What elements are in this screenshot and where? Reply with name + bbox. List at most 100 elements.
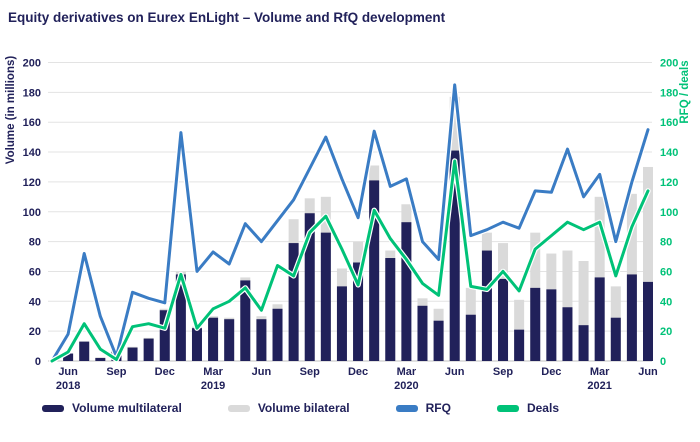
bar-multilateral [594,277,605,361]
svg-text:40: 40 [660,296,672,308]
bar-multilateral [562,307,573,361]
svg-text:Mar: Mar [397,366,417,378]
bar-multilateral [256,319,267,361]
legend-swatch-bilateral [227,404,250,412]
svg-text:Jun: Jun [445,366,465,378]
bar-multilateral [530,287,541,361]
svg-text:Jun: Jun [638,366,658,378]
svg-text:200: 200 [660,58,678,70]
svg-text:120: 120 [23,177,41,189]
svg-text:Jun: Jun [58,366,78,378]
rfq-line-casing [49,82,651,364]
bar-multilateral [417,305,428,361]
svg-text:140: 140 [23,147,41,159]
y2-axis-title: RFQ / deals [679,60,691,123]
legend-swatch-rfq [395,404,418,412]
bar-multilateral [304,213,315,361]
legend-item-rfq: RFQ [395,401,451,415]
legend-label: Volume bilateral [257,401,350,415]
bar-multilateral [643,281,653,361]
svg-text:140: 140 [660,147,678,159]
bar-multilateral [449,150,460,361]
bar-multilateral [272,308,283,361]
svg-text:Sep: Sep [106,366,126,378]
svg-text:60: 60 [660,266,672,278]
svg-text:20: 20 [29,326,41,338]
legend-item-volume-bilateral: Volume bilateral [227,401,350,415]
bar-bilateral [578,261,589,361]
legend-label: Volume multilateral [72,401,182,415]
deals-line [50,159,650,363]
legend-label: Deals [526,401,559,415]
bar-multilateral [63,353,74,361]
bar-multilateral [610,317,621,361]
legend-swatch-multilateral [42,404,64,412]
bar-multilateral [498,278,509,361]
bar-multilateral [433,320,444,361]
bar-multilateral [320,232,331,361]
bar-multilateral [191,328,202,361]
bar-multilateral [127,347,138,361]
bar-multilateral [240,280,251,361]
bar-bilateral [562,250,573,361]
svg-text:Dec: Dec [155,366,175,378]
bar-multilateral [401,222,412,361]
svg-text:80: 80 [29,237,41,249]
x-axis-labels: Jun 2018 Sep Dec Mar 2019 Jun Sep Dec Mar 2020 Jun S… [56,366,658,392]
svg-text:2020: 2020 [394,380,418,392]
svg-text:80: 80 [660,237,672,249]
svg-text:Mar: Mar [590,366,610,378]
svg-text:2018: 2018 [56,380,80,392]
svg-text:40: 40 [29,296,41,308]
legend-item-deals: Deals [496,401,559,415]
bar-multilateral [224,319,235,361]
bar-multilateral [481,250,492,361]
bar-multilateral [578,325,589,361]
svg-text:200: 200 [23,58,41,70]
svg-text:0: 0 [660,356,666,368]
bar-multilateral [336,286,347,361]
svg-text:Dec: Dec [541,366,561,378]
svg-text:2019: 2019 [201,380,225,392]
legend-item-volume-multilateral: Volume multilateral [42,401,182,415]
legend-label: RFQ [425,401,451,415]
rfq-line [50,83,650,363]
svg-text:120: 120 [660,177,678,189]
bar-bilateral [643,166,653,361]
svg-text:Dec: Dec [348,366,368,378]
svg-text:20: 20 [660,326,672,338]
svg-text:Sep: Sep [493,366,513,378]
bar-multilateral [288,243,299,361]
svg-text:100: 100 [23,207,41,219]
bar-multilateral [353,262,364,361]
bar-multilateral [159,310,170,361]
bar-multilateral [465,314,476,361]
bar-multilateral [369,180,380,361]
bar-multilateral [175,274,186,361]
svg-text:100: 100 [660,207,678,219]
svg-text:Jun: Jun [252,366,272,378]
chart-legend: Volume multilateral Volume bilateral RFQ… [42,401,605,415]
chart-title: Equity derivatives on Eurex EnLight – Vo… [8,10,446,25]
svg-text:180: 180 [660,87,678,99]
bar-multilateral [626,274,637,361]
svg-text:0: 0 [35,356,41,368]
svg-text:60: 60 [29,266,41,278]
svg-text:180: 180 [23,87,41,99]
legend-swatch-deals [496,404,519,412]
bar-multilateral [79,341,90,361]
bar-multilateral [95,358,106,361]
svg-text:160: 160 [23,117,41,129]
svg-text:Sep: Sep [300,366,320,378]
bar-multilateral [514,329,525,361]
bar-multilateral [546,289,557,361]
bar-multilateral [385,258,396,361]
svg-text:160: 160 [660,117,678,129]
bar-multilateral [143,338,154,361]
y-axis-title: Volume (in millions) [5,56,17,165]
volume-bars [63,96,653,361]
svg-text:2021: 2021 [587,380,611,392]
bar-multilateral [208,317,219,361]
